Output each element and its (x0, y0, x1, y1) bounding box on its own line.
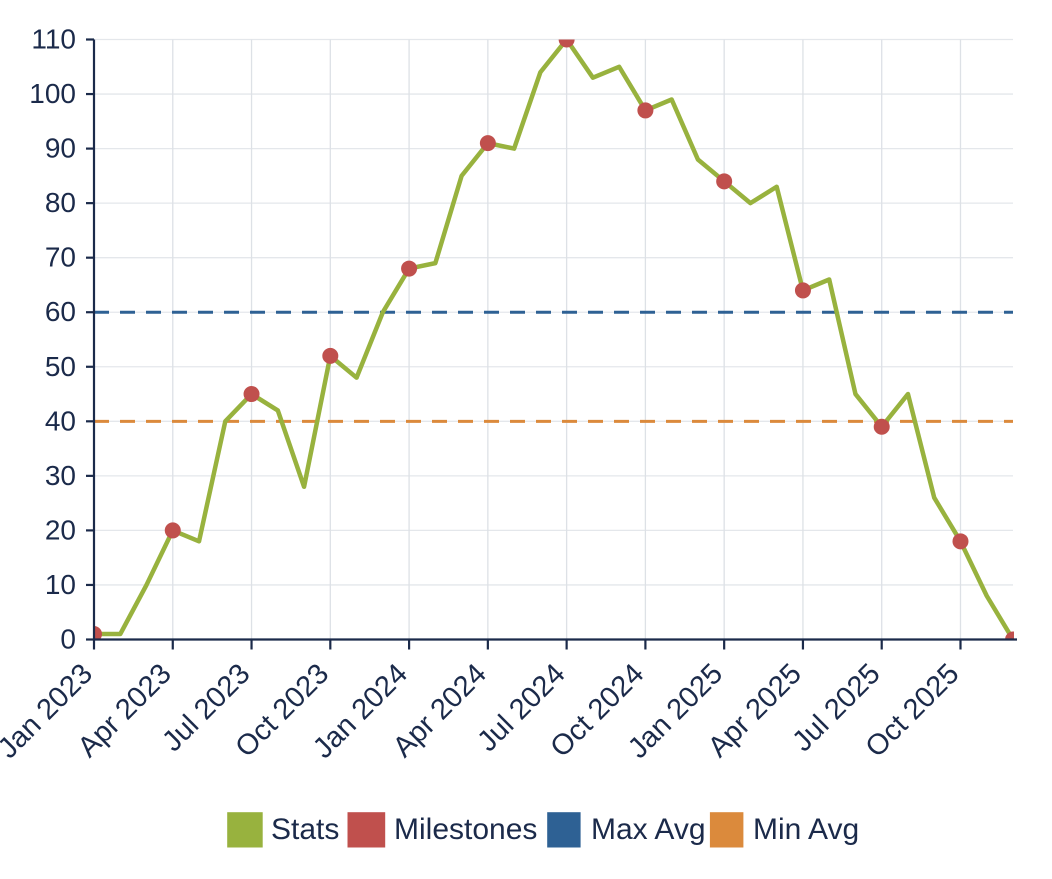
svg-text:20: 20 (45, 514, 76, 545)
svg-text:80: 80 (45, 187, 76, 218)
svg-text:70: 70 (45, 242, 76, 273)
svg-text:90: 90 (45, 133, 76, 164)
svg-text:100: 100 (29, 78, 76, 109)
svg-text:Milestones: Milestones (394, 813, 537, 846)
svg-text:Min Avg: Min Avg (753, 813, 859, 846)
svg-text:10: 10 (45, 569, 76, 600)
svg-text:Max Avg: Max Avg (591, 813, 706, 846)
svg-text:50: 50 (45, 351, 76, 382)
svg-text:40: 40 (45, 405, 76, 436)
svg-text:0: 0 (60, 624, 76, 655)
svg-text:60: 60 (45, 296, 76, 327)
svg-text:30: 30 (45, 460, 76, 491)
svg-text:110: 110 (31, 24, 76, 55)
svg-text:Stats: Stats (271, 813, 339, 846)
